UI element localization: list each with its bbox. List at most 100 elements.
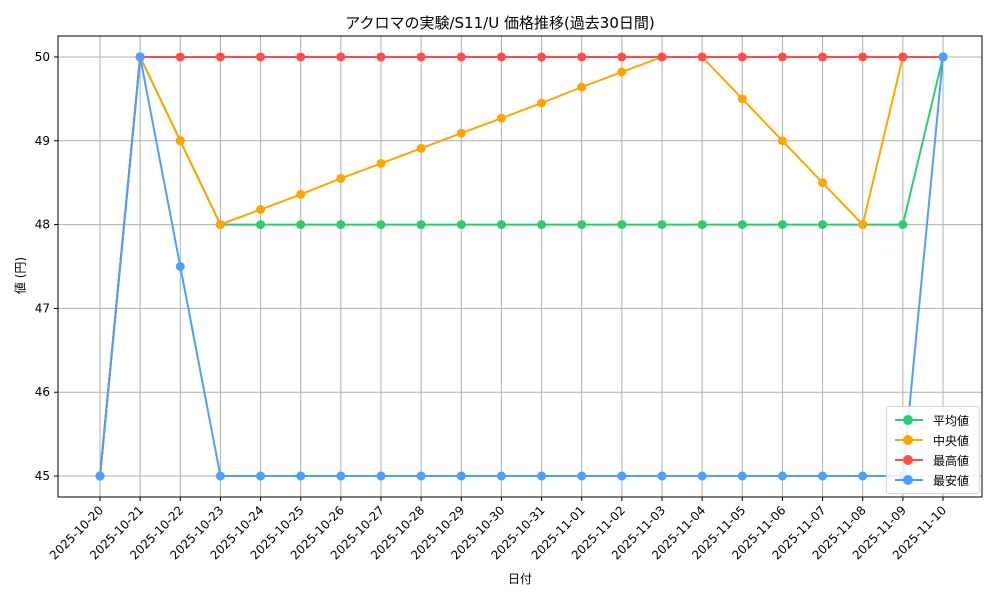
data-point: [256, 471, 266, 481]
data-point: [296, 189, 306, 199]
legend-item: 最高値: [887, 450, 979, 470]
series-2: [95, 52, 948, 481]
data-point: [537, 220, 547, 230]
data-point: [737, 52, 747, 62]
legend-item: 最安値: [887, 470, 979, 490]
data-point: [537, 471, 547, 481]
data-point: [416, 471, 426, 481]
y-tick-label: 49: [35, 134, 50, 148]
data-point: [657, 220, 667, 230]
data-point: [376, 471, 386, 481]
data-point: [496, 113, 506, 123]
y-tick-label: 45: [35, 469, 50, 483]
data-point: [898, 52, 908, 62]
data-point: [898, 220, 908, 230]
data-point: [858, 471, 868, 481]
data-point: [296, 220, 306, 230]
data-point: [256, 205, 266, 215]
data-point: [496, 220, 506, 230]
data-point: [456, 220, 466, 230]
data-point: [818, 178, 828, 188]
data-point: [95, 471, 105, 481]
legend-item: 中央値: [887, 430, 979, 450]
data-point: [617, 471, 627, 481]
data-point: [818, 471, 828, 481]
data-point: [777, 471, 787, 481]
data-point: [456, 471, 466, 481]
series-1: [95, 52, 948, 481]
data-point: [336, 52, 346, 62]
series-0: [95, 52, 948, 481]
data-point: [256, 52, 266, 62]
legend-marker-icon: [903, 475, 913, 485]
data-point: [777, 220, 787, 230]
chart-title: アクロマの実験/S11/U 価格推移(過去30日間): [345, 14, 655, 32]
data-point: [336, 220, 346, 230]
data-point: [456, 128, 466, 138]
data-point: [537, 52, 547, 62]
legend-marker-icon: [903, 435, 913, 445]
data-point: [416, 143, 426, 153]
y-tick-label: 50: [35, 50, 50, 64]
data-point: [657, 471, 667, 481]
data-point: [818, 52, 828, 62]
legend-label: 平均値: [933, 414, 970, 428]
legend-marker-icon: [903, 455, 913, 465]
legend-marker-icon: [903, 415, 913, 425]
data-point: [416, 52, 426, 62]
data-point: [737, 471, 747, 481]
data-point: [496, 471, 506, 481]
y-tick-label: 46: [35, 385, 50, 399]
data-point: [416, 220, 426, 230]
legend-label: 最安値: [933, 474, 970, 488]
y-tick-label: 47: [35, 301, 50, 315]
data-point: [215, 220, 225, 230]
data-point: [376, 158, 386, 168]
data-point: [175, 262, 185, 271]
data-point: [737, 94, 747, 104]
data-point: [577, 82, 587, 92]
data-point: [336, 471, 346, 481]
data-point: [376, 220, 386, 230]
legend-label: 中央値: [933, 434, 970, 448]
y-tick-label: 48: [35, 218, 50, 232]
data-point: [737, 220, 747, 230]
data-point: [135, 52, 145, 62]
grid: [58, 36, 982, 497]
axes-frame: [57, 35, 983, 498]
data-point: [175, 52, 185, 62]
data-point: [577, 52, 587, 62]
data-point: [938, 52, 948, 62]
data-point: [818, 220, 828, 230]
data-point: [697, 52, 707, 62]
data-point: [617, 67, 627, 77]
data-point: [657, 52, 667, 62]
data-point: [858, 220, 868, 230]
data-point: [777, 52, 787, 62]
data-point: [537, 98, 547, 108]
data-point: [858, 52, 868, 62]
data-point: [777, 136, 787, 146]
legend-item: 平均値: [887, 410, 979, 430]
data-point: [456, 52, 466, 62]
data-point: [336, 173, 346, 183]
series-3: [95, 52, 948, 481]
legend-label: 最高値: [933, 454, 970, 468]
data-point: [175, 136, 185, 146]
data-point: [256, 220, 266, 230]
data-point: [697, 471, 707, 481]
data-point: [296, 471, 306, 481]
data-point: [376, 52, 386, 62]
legend: 平均値中央値最高値最安値: [886, 406, 980, 494]
data-point: [215, 471, 225, 481]
data-point: [577, 220, 587, 230]
data-point: [577, 471, 587, 481]
x-axis-label: 日付: [507, 572, 532, 586]
data-point: [697, 220, 707, 230]
data-point: [617, 220, 627, 230]
data-point: [496, 52, 506, 62]
data-point: [215, 52, 225, 62]
data-point: [296, 52, 306, 62]
data-point: [617, 52, 627, 62]
